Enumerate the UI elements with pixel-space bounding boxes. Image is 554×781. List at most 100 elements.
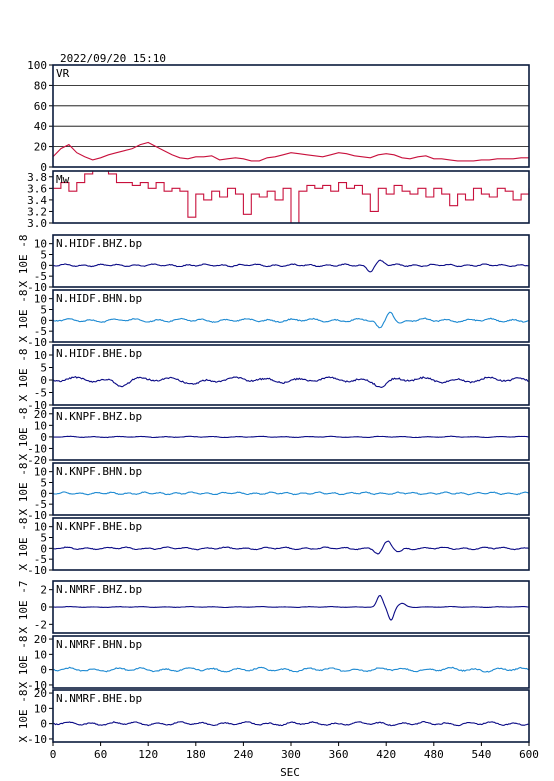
ytick-label-0: -10 (27, 733, 47, 746)
panel-frame-4 (52, 344, 530, 406)
panel-label-7: N.KNPF.BHE.bp (56, 520, 142, 533)
ytick-label-4: 10 (34, 238, 47, 251)
ytick-label-5: 100 (27, 59, 47, 72)
panel-frame-8 (52, 580, 530, 634)
panel-10: -10 0 10 20 N.NMRF.BHE.bp X 10E -8 (17, 687, 530, 746)
ytick-label-2: 0 (40, 259, 47, 272)
panel-9: -10 0 10 20 N.NMRF.BHN.bp X 10E -8 (17, 633, 530, 692)
panel-label-1: Mw (56, 173, 70, 186)
series-line-0 (52, 141, 529, 162)
unit-label-7: X 10E -8 (17, 518, 30, 571)
unit-label-9: X 10E -8 (17, 636, 30, 689)
ytick-label-1: 3.2 (27, 205, 47, 218)
panel-frame-5 (52, 407, 530, 461)
ytick-label-0: 0 (40, 161, 47, 174)
panel-frame-6 (52, 462, 530, 516)
ytick-label-2: 40 (34, 120, 47, 133)
panel-label-5: N.KNPF.BHZ.bp (56, 410, 142, 423)
ytick-label-4: 10 (34, 521, 47, 534)
series-line-3 (52, 311, 530, 329)
ytick-label-1: 0 (40, 664, 47, 677)
ytick-label-2: 3.4 (27, 194, 47, 207)
ytick-label-4: 10 (34, 349, 47, 362)
ytick-label-3: 20 (34, 687, 47, 700)
panel-label-0: VR (56, 67, 70, 80)
ytick-label-2: 0 (40, 542, 47, 555)
x-axis-label: SEC (280, 766, 300, 779)
xtick-label-7: 420 (376, 748, 396, 761)
ytick-label-1: -10 (27, 442, 47, 455)
ytick-label-1: 0 (40, 718, 47, 731)
ytick-label-1: -5 (34, 325, 47, 338)
ytick-label-0: -10 (27, 509, 47, 522)
ytick-label-2: 2 (40, 584, 47, 597)
unit-label-4: X 10E -8 (17, 349, 30, 402)
ytick-label-2: 10 (34, 702, 47, 715)
ytick-label-2: 10 (34, 648, 47, 661)
xtick-label-3: 180 (186, 748, 206, 761)
ytick-label-3: 20 (34, 633, 47, 646)
ytick-label-2: 0 (40, 487, 47, 500)
panel-frame-9 (52, 635, 530, 689)
xtick-label-2: 120 (138, 748, 158, 761)
xtick-label-10: 600 (519, 748, 539, 761)
panel-label-4: N.HIDF.BHE.bp (56, 347, 142, 360)
xtick-label-5: 300 (281, 748, 301, 761)
ytick-label-3: 5 (40, 304, 47, 317)
series-line-5 (52, 435, 530, 439)
ytick-label-2: 0 (40, 431, 47, 444)
ytick-label-3: 5 (40, 477, 47, 490)
ytick-label-1: -5 (34, 498, 47, 511)
series-line-2 (52, 259, 530, 273)
ytick-label-0: -10 (27, 564, 47, 577)
panel-label-3: N.HIDF.BHN.bp (56, 292, 142, 305)
series-line-1 (53, 170, 530, 224)
ytick-label-4: 20 (34, 408, 47, 421)
unit-label-3: X 10E -8 (17, 290, 30, 343)
ytick-label-0: -10 (27, 336, 47, 349)
ytick-label-0: 3.0 (27, 217, 47, 230)
ytick-label-0: -10 (27, 399, 47, 412)
ytick-label-4: 10 (34, 466, 47, 479)
panel-label-6: N.KNPF.BHN.bp (56, 465, 142, 478)
panel-8: -2 0 2 N.NMRF.BHZ.bp X 10E -7 (17, 580, 530, 634)
ytick-label-1: -5 (34, 270, 47, 283)
series-line-7 (52, 540, 530, 555)
ytick-label-2: 0 (40, 314, 47, 327)
ytick-label-3: 3.6 (27, 182, 47, 195)
ytick-label-1: -5 (34, 387, 47, 400)
ytick-label-3: 5 (40, 532, 47, 545)
ytick-label-1: -5 (34, 553, 47, 566)
header-datetime: 2022/09/20 15:10 (60, 52, 166, 65)
series-line-8 (52, 594, 530, 621)
unit-label-8: X 10E -7 (17, 581, 30, 634)
ytick-label-2: 0 (40, 374, 47, 387)
ytick-label-3: 5 (40, 362, 47, 375)
xtick-label-1: 60 (94, 748, 107, 761)
ytick-label-0: -10 (27, 281, 47, 294)
ytick-label-3: 10 (34, 419, 47, 432)
ytick-label-0: -2 (34, 618, 47, 631)
panel-label-2: N.HIDF.BHZ.bp (56, 237, 142, 250)
panel-frame-1 (52, 170, 530, 224)
unit-label-5: X 10E -8 (17, 408, 30, 461)
ytick-label-1: 20 (34, 141, 47, 154)
xtick-label-8: 480 (424, 748, 444, 761)
series-line-6 (52, 491, 530, 496)
x-axis: 0 60 120 180 240 300 360 420 480 540 600 (50, 742, 539, 761)
series-line-10 (52, 720, 529, 727)
panel-label-10: N.NMRF.BHE.bp (56, 692, 142, 705)
ytick-label-3: 60 (34, 100, 47, 113)
panel-label-8: N.NMRF.BHZ.bp (56, 583, 142, 596)
panel-1: 3.03.23.43.63.8 Mw (27, 170, 530, 230)
ytick-label-4: 10 (34, 293, 47, 306)
ytick-label-4: 80 (34, 79, 47, 92)
ytick-label-1: 0 (40, 601, 47, 614)
